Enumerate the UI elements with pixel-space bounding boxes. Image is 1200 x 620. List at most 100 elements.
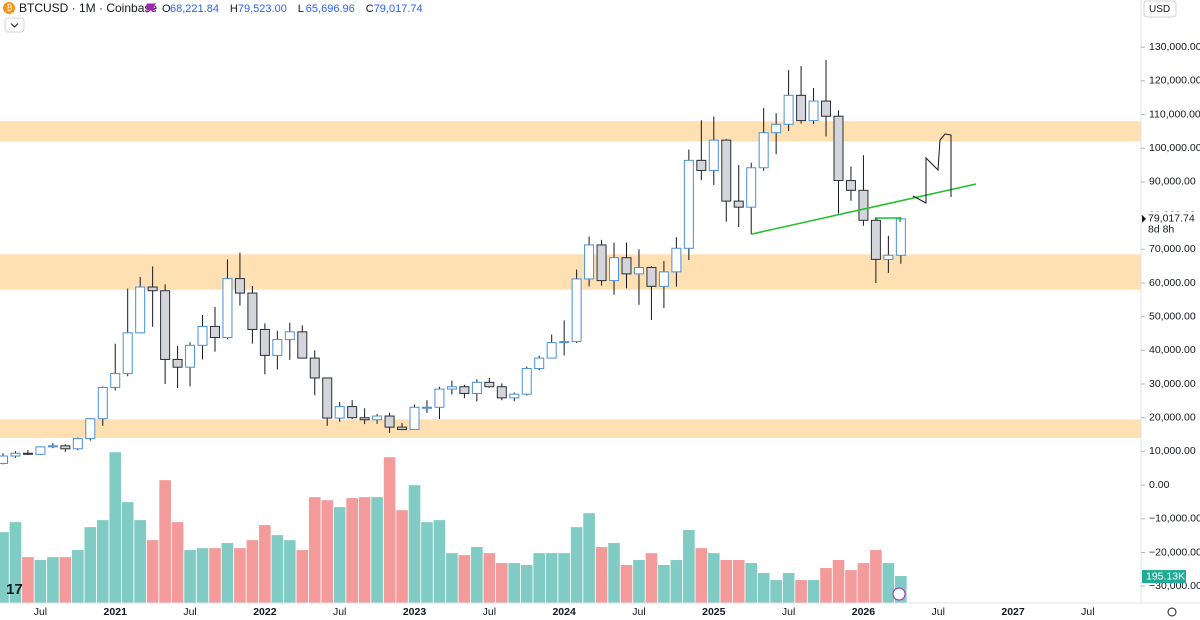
volume-bar [870, 550, 882, 603]
volume-bar [184, 550, 196, 603]
volume-bar [620, 565, 633, 603]
candle-body [609, 257, 620, 282]
candle-body [234, 278, 245, 294]
candle-body [284, 331, 295, 341]
volume-bar [321, 500, 334, 603]
candle-body [833, 115, 844, 182]
candle-body [484, 381, 495, 388]
candle-body [696, 159, 707, 171]
volume-bar [845, 570, 857, 603]
volume-bar [121, 502, 134, 603]
candle-body [421, 406, 432, 409]
y-tick-label: 60,000.00 [1149, 277, 1196, 289]
candle-body [85, 418, 96, 440]
candle-body [546, 342, 557, 359]
y-tick-label: 10,000.00 [1149, 445, 1196, 457]
candle-body [671, 247, 682, 273]
volume-bar [670, 560, 683, 603]
volume-bar [508, 563, 521, 603]
candle-body [559, 341, 570, 344]
candle-body [272, 339, 283, 356]
volume-bar [246, 540, 259, 603]
symbol-icon [3, 2, 15, 14]
ohlc-value: 79,017.74 [374, 3, 423, 15]
settings-icon[interactable] [1167, 607, 1177, 617]
volume-bar [446, 553, 458, 603]
candle-body [47, 445, 58, 448]
currency-button[interactable] [1143, 0, 1177, 18]
x-tick-label: Jul [632, 606, 645, 618]
collapse-button[interactable] [4, 17, 25, 33]
price-tag [1142, 211, 1200, 237]
logo: 17 [6, 581, 23, 598]
candle-body [309, 357, 320, 379]
candle-body [372, 415, 383, 421]
x-tick-label: Jul [483, 606, 496, 618]
volume-bar [358, 497, 371, 603]
zone [0, 419, 1141, 438]
y-tick-label: 40,000.00 [1149, 344, 1196, 356]
candle-body [534, 357, 545, 370]
volume-bar [882, 563, 895, 603]
candle-body [197, 325, 208, 346]
volume-bar [595, 547, 608, 603]
event-icon[interactable] [892, 587, 906, 601]
candle-body [60, 445, 71, 450]
volume-bar [171, 522, 184, 603]
candle-body [771, 123, 782, 134]
volume-bar [807, 580, 820, 603]
candle-body [621, 257, 632, 275]
candle-body [783, 94, 794, 125]
volume-bar [333, 507, 346, 603]
candle-body [209, 325, 220, 339]
candle-body [796, 94, 807, 122]
volume-bar [757, 573, 770, 603]
volume-bar [383, 457, 396, 603]
volume-bar [496, 563, 508, 603]
y-tick-label: 50,000.00 [1149, 310, 1196, 322]
volume-bar [608, 543, 620, 603]
candle-body [409, 406, 420, 431]
volume-bar [109, 452, 122, 603]
candle-body [758, 132, 769, 169]
volume-bar [371, 497, 383, 603]
volume-bar [284, 540, 296, 603]
last-price: 79,017.74 [1148, 213, 1195, 225]
currency: USD [1149, 4, 1170, 15]
candle-body [895, 218, 906, 256]
ohlc-value: 79,523.00 [238, 3, 287, 15]
volume-tag [1142, 570, 1186, 584]
y-tick-label: 90,000.00 [1149, 176, 1196, 188]
x-tick-label: 2021 [104, 606, 128, 618]
volume-bar [545, 553, 558, 603]
volume-bar [707, 553, 720, 603]
volume-bar [745, 563, 757, 603]
y-tick-label: 100,000.00 [1149, 142, 1200, 154]
candle-body [135, 286, 146, 334]
x-tick-label: Jul [183, 606, 196, 618]
candle-body [584, 244, 595, 280]
volume-bar [570, 527, 583, 603]
volume-bar [695, 548, 708, 603]
y-tick-label: 30,000.00 [1149, 378, 1196, 390]
candle-body [821, 100, 832, 117]
volume-bar [471, 547, 483, 603]
candle-body [384, 415, 395, 428]
candle-body [808, 100, 819, 122]
y-tick-label: 110,000.00 [1149, 108, 1200, 120]
x-tick-label: 2026 [852, 606, 876, 618]
volume-bar [22, 557, 34, 603]
volume-bar [84, 527, 97, 603]
flag-icon [146, 3, 156, 13]
candle-body [185, 344, 196, 368]
volume-bar [857, 563, 870, 603]
x-tick-label: Jul [333, 606, 346, 618]
candle-body [72, 438, 83, 450]
volume-bar [795, 580, 807, 603]
x-tick-label: Jul [782, 606, 795, 618]
volume-bar [271, 535, 284, 603]
ohlc-key: O [162, 3, 171, 15]
y-tick-label: −20,000.00 [1149, 546, 1200, 558]
x-tick-label: Jul [1081, 606, 1094, 618]
volume-bar [308, 497, 321, 603]
